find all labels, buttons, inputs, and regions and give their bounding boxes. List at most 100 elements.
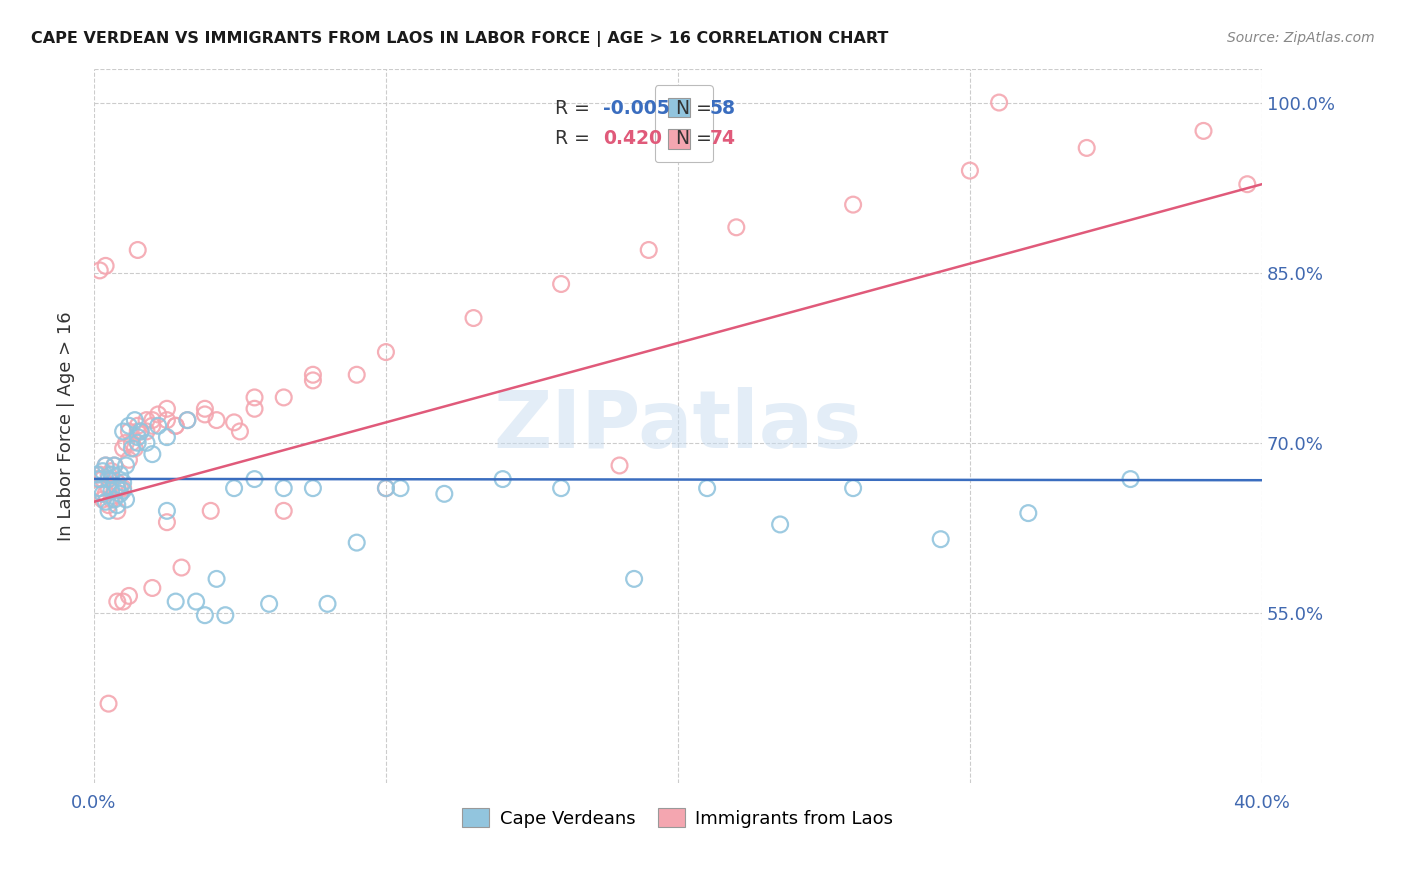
Point: [100, 464, 122, 478]
Point: [229, 425, 252, 439]
Point: [725, 220, 748, 235]
Point: [194, 401, 217, 416]
Point: [273, 504, 295, 518]
Point: [127, 243, 149, 257]
Point: [929, 532, 952, 546]
Point: [108, 467, 131, 482]
Point: [105, 475, 128, 490]
Point: [135, 435, 157, 450]
Point: [346, 368, 368, 382]
Text: R =: R =: [555, 128, 602, 147]
Point: [97, 472, 120, 486]
Point: [222, 416, 245, 430]
Point: [374, 345, 396, 359]
Point: [103, 458, 125, 473]
Text: 0.420: 0.420: [603, 128, 662, 147]
Text: 74: 74: [710, 128, 735, 147]
Point: [105, 481, 128, 495]
Point: [105, 498, 128, 512]
Point: [108, 487, 131, 501]
Point: [127, 418, 149, 433]
Point: [205, 413, 228, 427]
Point: [105, 481, 128, 495]
Point: [176, 413, 198, 427]
Point: [89, 481, 111, 495]
Point: [205, 572, 228, 586]
Point: [243, 401, 266, 416]
Point: [112, 594, 135, 608]
Point: [91, 492, 114, 507]
Point: [302, 481, 325, 495]
Point: [222, 481, 245, 495]
Text: N =: N =: [664, 128, 718, 147]
Point: [112, 425, 135, 439]
Legend: Cape Verdeans, Immigrants from Laos: Cape Verdeans, Immigrants from Laos: [456, 801, 901, 835]
Point: [124, 413, 146, 427]
Point: [389, 481, 412, 495]
Point: [94, 487, 117, 501]
Point: [623, 572, 645, 586]
Point: [112, 442, 135, 456]
Point: [112, 481, 135, 495]
Point: [302, 368, 325, 382]
Point: [103, 483, 125, 498]
Text: ZIPatlas: ZIPatlas: [494, 387, 862, 465]
Point: [103, 492, 125, 507]
Point: [346, 535, 368, 549]
Point: [97, 481, 120, 495]
Point: [100, 467, 122, 482]
Point: [108, 481, 131, 495]
Point: [97, 498, 120, 512]
Point: [103, 458, 125, 473]
Point: [146, 418, 169, 433]
Point: [374, 481, 396, 495]
Point: [1017, 506, 1039, 520]
Point: [194, 408, 217, 422]
Point: [100, 492, 122, 507]
Point: [129, 425, 152, 439]
Text: N =: N =: [664, 98, 718, 118]
Text: Source: ZipAtlas.com: Source: ZipAtlas.com: [1227, 31, 1375, 45]
Point: [97, 697, 120, 711]
Point: [273, 481, 295, 495]
Point: [176, 413, 198, 427]
Point: [165, 418, 187, 433]
Y-axis label: In Labor Force | Age > 16: In Labor Force | Age > 16: [58, 311, 75, 541]
Point: [1236, 178, 1258, 192]
Point: [127, 435, 149, 450]
Point: [214, 608, 236, 623]
Point: [141, 581, 163, 595]
Point: [165, 418, 187, 433]
Point: [121, 442, 143, 456]
Text: R =: R =: [555, 98, 596, 118]
Point: [100, 483, 122, 498]
Point: [115, 492, 138, 507]
Point: [89, 467, 111, 482]
Point: [129, 425, 152, 439]
Point: [769, 517, 792, 532]
Point: [97, 467, 120, 482]
Point: [1192, 124, 1215, 138]
Point: [127, 430, 149, 444]
Point: [91, 487, 114, 501]
Point: [842, 481, 865, 495]
Point: [91, 472, 114, 486]
Point: [170, 560, 193, 574]
Point: [243, 391, 266, 405]
Point: [316, 597, 339, 611]
Point: [433, 487, 456, 501]
Point: [637, 243, 659, 257]
Point: [127, 425, 149, 439]
Point: [91, 464, 114, 478]
Point: [988, 95, 1011, 110]
Point: [257, 597, 280, 611]
Point: [200, 504, 222, 518]
Text: 58: 58: [710, 98, 735, 118]
Point: [135, 425, 157, 439]
Point: [94, 458, 117, 473]
Point: [89, 481, 111, 495]
Point: [118, 589, 141, 603]
Point: [115, 458, 138, 473]
Point: [141, 413, 163, 427]
Point: [118, 425, 141, 439]
